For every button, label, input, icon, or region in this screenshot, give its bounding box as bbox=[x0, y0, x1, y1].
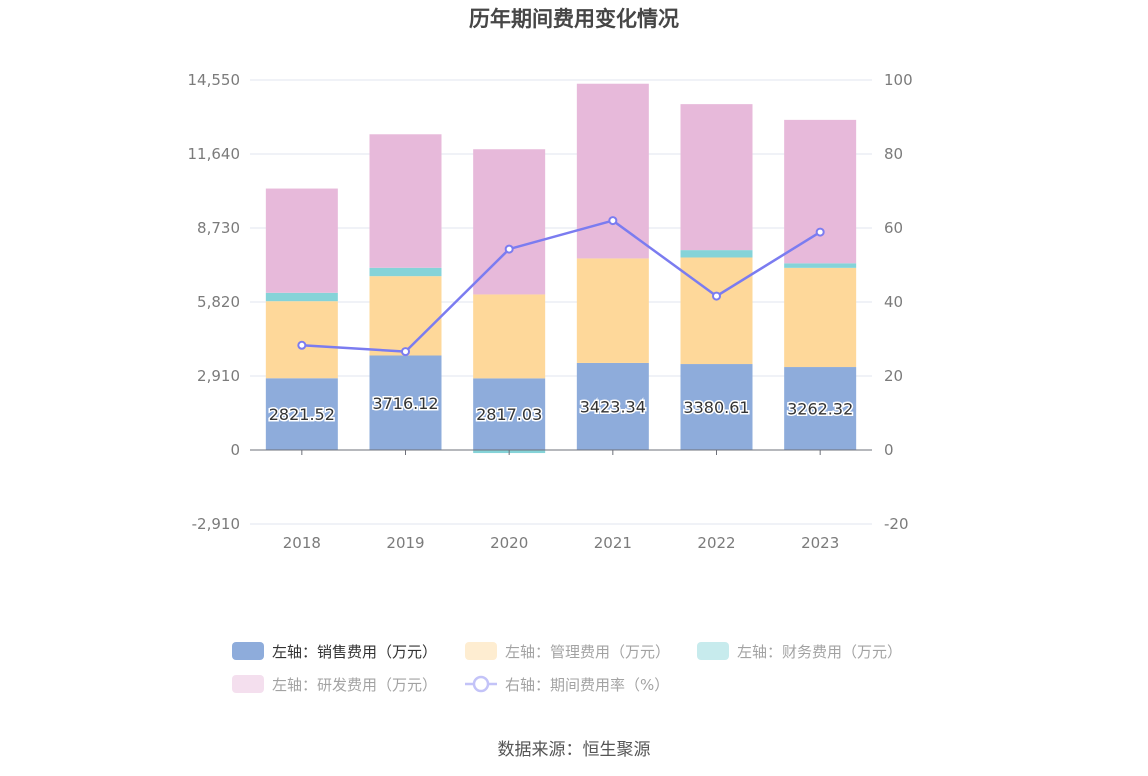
bar-sales bbox=[576, 362, 649, 450]
left-tick-label: 11,640 bbox=[188, 145, 241, 163]
bar-data-label: 3380.61 bbox=[683, 398, 749, 417]
x-axis: 2018 2019 2020 2021 2022 2023 bbox=[283, 450, 839, 552]
bar-sales bbox=[680, 364, 753, 450]
bar-sales bbox=[784, 367, 857, 450]
legend-swatch-icon bbox=[465, 642, 497, 660]
right-tick-label: 20 bbox=[884, 367, 903, 385]
rate-point bbox=[504, 244, 514, 254]
right-tick-label: 0 bbox=[884, 441, 894, 459]
legend-item: 左轴：管理费用（万元） bbox=[465, 642, 670, 661]
rate-line-series bbox=[297, 216, 825, 357]
bar-finance bbox=[265, 292, 338, 302]
left-tick-label: 0 bbox=[230, 441, 240, 459]
bar-data-label: 3423.34 bbox=[580, 397, 646, 416]
bar-sales bbox=[369, 355, 442, 450]
rate-point bbox=[815, 227, 825, 237]
legend-marker-icon bbox=[472, 675, 490, 693]
x-tick-label: 2020 bbox=[490, 534, 528, 552]
data-labels: 2821.52 3716.12 2817.03 3423.34 3380.61 3262.… bbox=[267, 392, 855, 425]
bar-series bbox=[265, 83, 857, 454]
left-tick-label: -2,910 bbox=[192, 515, 240, 533]
left-tick-label: 5,820 bbox=[197, 293, 240, 311]
legend-item: 左轴：财务费用（万元） bbox=[697, 642, 902, 661]
left-tick-label: 2,910 bbox=[197, 367, 240, 385]
bar-finance bbox=[784, 263, 857, 268]
chart-title: 历年期间费用变化情况 bbox=[469, 7, 679, 31]
legend-swatch-icon bbox=[232, 675, 264, 693]
legend-item: 左轴：研发费用（万元） bbox=[232, 675, 437, 694]
x-tick-label: 2019 bbox=[386, 534, 424, 552]
right-tick-label: 60 bbox=[884, 219, 903, 237]
legend-label: 左轴：管理费用（万元） bbox=[505, 643, 670, 661]
bar-data-label: 3716.12 bbox=[372, 394, 438, 413]
bar-finance bbox=[369, 267, 442, 277]
legend-label: 左轴：销售费用（万元） bbox=[272, 643, 437, 661]
bar-sales bbox=[265, 378, 338, 450]
bar-sales bbox=[473, 378, 546, 450]
bar-admin bbox=[784, 267, 857, 368]
rate-point bbox=[712, 291, 721, 301]
right-tick-label: 100 bbox=[884, 71, 913, 89]
left-tick-label: 8,730 bbox=[197, 219, 240, 237]
x-tick-label: 2022 bbox=[697, 534, 735, 552]
legend-item: 左轴：销售费用（万元） bbox=[232, 642, 437, 661]
bar-admin bbox=[576, 258, 649, 363]
bar-rnd bbox=[576, 83, 649, 259]
right-axis: 100 80 60 40 20 0 -20 bbox=[884, 71, 913, 533]
bar-admin bbox=[369, 276, 442, 356]
grid-lines bbox=[250, 79, 872, 525]
bar-rnd bbox=[265, 188, 338, 293]
bar-admin bbox=[473, 294, 546, 379]
bar-rnd bbox=[473, 149, 546, 295]
bar-rnd bbox=[784, 119, 857, 264]
right-tick-label: -20 bbox=[884, 515, 909, 533]
bar-data-label: 3262.32 bbox=[787, 400, 853, 419]
legend-item: 右轴：期间费用率（%） bbox=[465, 675, 669, 694]
legend-label: 左轴：财务费用（万元） bbox=[737, 643, 902, 661]
left-axis: 14,550 11,640 8,730 5,820 2,910 0 -2,910 bbox=[188, 71, 241, 533]
bar-admin bbox=[680, 257, 753, 365]
x-tick-label: 2023 bbox=[801, 534, 839, 552]
left-tick-label: 14,550 bbox=[188, 71, 241, 89]
legend-label: 右轴：期间费用率（%） bbox=[505, 676, 669, 694]
rate-point bbox=[608, 216, 618, 226]
bar-finance bbox=[680, 250, 753, 258]
rate-point bbox=[297, 340, 307, 350]
legend-label: 左轴：研发费用（万元） bbox=[272, 676, 437, 694]
legend-swatch-icon bbox=[697, 642, 729, 660]
x-tick-label: 2018 bbox=[283, 534, 321, 552]
rate-line bbox=[301, 219, 821, 353]
bar-rnd bbox=[680, 104, 753, 251]
rate-point bbox=[401, 347, 410, 357]
right-tick-label: 80 bbox=[884, 145, 903, 163]
x-tick-label: 2021 bbox=[594, 534, 632, 552]
source-note: 数据来源：恒生聚源 bbox=[498, 740, 651, 760]
bar-data-label: 2817.03 bbox=[476, 405, 542, 424]
legend: 左轴：销售费用（万元） 左轴：管理费用（万元） 左轴：财务费用（万元） 左轴：研发费用… bbox=[232, 642, 902, 694]
bar-data-label: 2821.52 bbox=[269, 405, 335, 424]
legend-swatch-icon bbox=[232, 642, 264, 660]
right-tick-label: 40 bbox=[884, 293, 903, 311]
bar-admin bbox=[265, 301, 338, 379]
bar-rnd bbox=[369, 134, 442, 268]
